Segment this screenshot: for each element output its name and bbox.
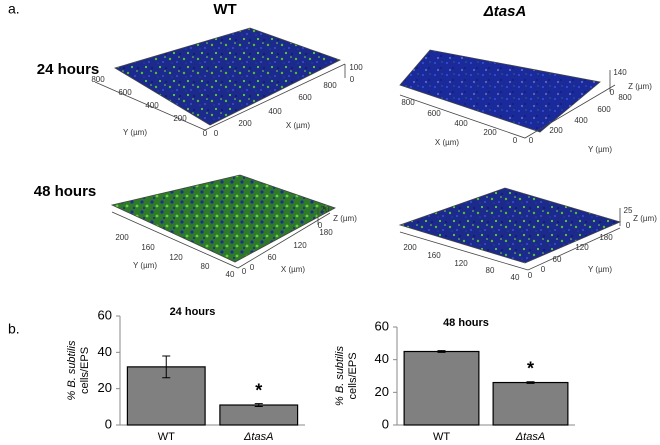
x-tick-label: ΔtasA <box>515 431 545 443</box>
image-axis-label: 60 <box>268 253 277 262</box>
image-axis-label: 0 <box>250 263 255 272</box>
y-axis-label: % B. subtilis <box>334 346 346 406</box>
image-axis-label: Z (µm) <box>633 214 657 223</box>
image-axis-label: 400 <box>145 101 159 110</box>
y-tick-label: 0 <box>382 416 389 431</box>
image-axis-label: 160 <box>141 243 155 252</box>
image-axis-label: X (µm) <box>435 138 459 147</box>
image-axis-label: 180 <box>319 228 333 237</box>
image-axis-label: 200 <box>173 114 187 123</box>
panel-label: b. <box>8 321 20 337</box>
image-axis-label: 0 <box>242 267 247 276</box>
y-tick-label: 60 <box>98 307 112 322</box>
chart-title: 24 hours <box>170 306 216 318</box>
image-axis-label: 200 <box>549 126 563 135</box>
y-tick-label: 40 <box>375 351 389 366</box>
image-axis-label: 800 <box>401 98 415 107</box>
image-axis-label: 20 <box>321 205 330 214</box>
image-axis-label: Y (µm) <box>588 265 612 274</box>
image-axis-label: Y (µm) <box>133 261 157 270</box>
image-axis-label: X (µm) <box>286 121 310 130</box>
image-axis-label: 0 <box>214 129 219 138</box>
image-axis-label: 80 <box>201 262 210 271</box>
x-tick-label: WT <box>158 431 175 443</box>
x-tick-label: ΔtasA <box>243 431 273 443</box>
y-tick-label: 40 <box>98 344 112 359</box>
error-bar <box>254 403 263 407</box>
y-tick-label: 20 <box>98 380 112 395</box>
y-axis-label: cells/EPS <box>347 352 359 399</box>
image-axis-label: 600 <box>427 109 441 118</box>
image-axis-label: 0 <box>610 88 615 97</box>
image-axis-label: 600 <box>298 93 312 102</box>
image-axis-label: 200 <box>483 128 497 137</box>
image-axis-label: 800 <box>91 75 105 84</box>
error-bar <box>526 381 535 384</box>
y-axis-label: % B. subtilis <box>66 340 78 400</box>
column-header: ΔtasA <box>483 3 527 20</box>
image-axis-label: 600 <box>597 105 611 114</box>
image-axis-label: 160 <box>427 251 441 260</box>
chart-title: 48 hours <box>443 317 489 329</box>
image-axis-label: 120 <box>575 243 589 252</box>
biofilm-image <box>94 27 622 271</box>
annotation: * <box>255 380 262 400</box>
image-axis-label: Y (µm) <box>588 145 612 154</box>
panel-label: a. <box>8 1 20 17</box>
image-axis-label: 0 <box>318 221 323 230</box>
image-axis-label: 120 <box>454 259 468 268</box>
image-axis-label: Z (µm) <box>628 82 652 91</box>
bar <box>492 381 569 426</box>
y-tick-label: 20 <box>375 384 389 399</box>
column-header: WT <box>213 1 236 18</box>
image-axis-label: 200 <box>403 243 417 252</box>
image-axis-label: 120 <box>169 253 183 262</box>
image-axis-label: 0 <box>626 221 631 230</box>
error-bar <box>162 355 171 379</box>
bar <box>403 350 480 426</box>
image-axis-label: X (µm) <box>281 265 305 274</box>
image-axis-label: 800 <box>323 81 337 90</box>
bar <box>219 404 299 426</box>
image-axis-label: 400 <box>574 116 588 125</box>
y-tick-label: 0 <box>105 416 112 431</box>
image-axis-label: 400 <box>454 119 468 128</box>
image-axis-label: 80 <box>486 266 495 275</box>
image-axis-label: 0 <box>350 75 355 84</box>
image-axis-label: 0 <box>541 265 546 274</box>
image-axis-label: 25 <box>624 206 633 215</box>
image-axis-label: 200 <box>238 119 252 128</box>
image-axis-label: 140 <box>613 68 627 77</box>
image-axis-label: 180 <box>599 233 613 242</box>
y-tick-label: 60 <box>375 318 389 333</box>
image-axis-label: 100 <box>349 63 363 72</box>
image-axis-label: 0 <box>528 271 533 280</box>
row-header: 48 hours <box>34 183 97 200</box>
image-axis-label: 800 <box>618 93 632 102</box>
image-axis-label: 60 <box>553 255 562 264</box>
y-axis-label: cells/EPS <box>79 347 91 394</box>
image-axis-label: 200 <box>115 233 129 242</box>
image-axis-label: 40 <box>511 273 520 282</box>
image-axis-label: 40 <box>226 270 235 279</box>
error-bar <box>437 350 446 353</box>
image-axis-label: 120 <box>293 241 307 250</box>
image-axis-label: 600 <box>118 88 132 97</box>
image-axis-label: 0 <box>513 136 518 145</box>
image-axis-label: 400 <box>268 107 282 116</box>
image-axis-label: Y (µm) <box>123 128 147 137</box>
image-axis-label: 0 <box>203 129 208 138</box>
annotation: * <box>527 358 534 378</box>
x-tick-label: WT <box>433 431 450 443</box>
image-axis-label: 0 <box>529 136 534 145</box>
image-axis-label: Z (µm) <box>333 214 357 223</box>
row-header: 24 hours <box>37 61 100 78</box>
